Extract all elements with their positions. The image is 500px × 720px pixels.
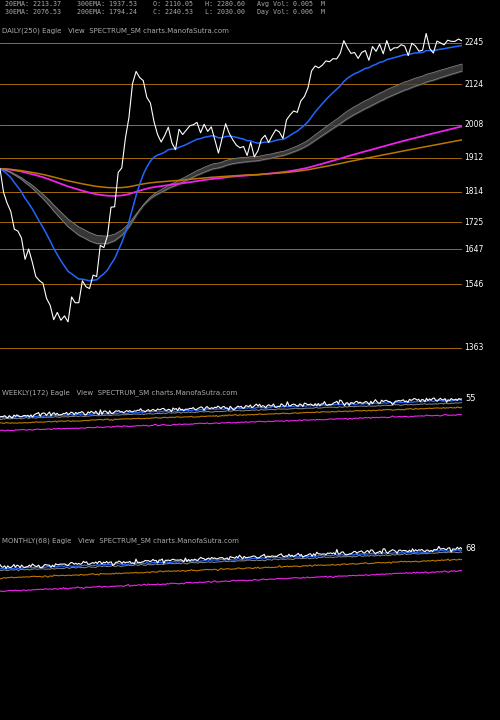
Text: 1725: 1725 xyxy=(464,218,484,227)
Text: 1814: 1814 xyxy=(464,187,483,196)
Text: 2245: 2245 xyxy=(464,38,484,47)
Text: 68: 68 xyxy=(466,544,476,554)
Text: 2008: 2008 xyxy=(464,120,484,129)
Text: 55: 55 xyxy=(466,395,476,403)
Text: WEEKLY(172) Eagle   View  SPECTRUM_SM charts.ManofaSutra.com: WEEKLY(172) Eagle View SPECTRUM_SM chart… xyxy=(2,390,238,397)
Text: 20EMA: 2213.37    300EMA: 1937.53    O: 2110.05   H: 2280.60   Avg Vol: 0.005  M: 20EMA: 2213.37 300EMA: 1937.53 O: 2110.0… xyxy=(5,1,325,7)
Text: 2124: 2124 xyxy=(464,80,483,89)
Text: DAILY(250) Eagle   View  SPECTRUM_SM charts.ManofaSutra.com: DAILY(250) Eagle View SPECTRUM_SM charts… xyxy=(2,27,229,35)
Text: 1546: 1546 xyxy=(464,280,484,289)
Text: 1647: 1647 xyxy=(464,245,484,254)
Text: MONTHLY(68) Eagle   View  SPECTRUM_SM charts.ManofaSutra.com: MONTHLY(68) Eagle View SPECTRUM_SM chart… xyxy=(2,537,239,544)
Text: 30EMA: 2076.53    200EMA: 1794.24    C: 2240.53   L: 2030.00   Day Vol: 0.006  M: 30EMA: 2076.53 200EMA: 1794.24 C: 2240.5… xyxy=(5,9,325,15)
Text: 1912: 1912 xyxy=(464,153,483,162)
Text: 1363: 1363 xyxy=(464,343,484,352)
